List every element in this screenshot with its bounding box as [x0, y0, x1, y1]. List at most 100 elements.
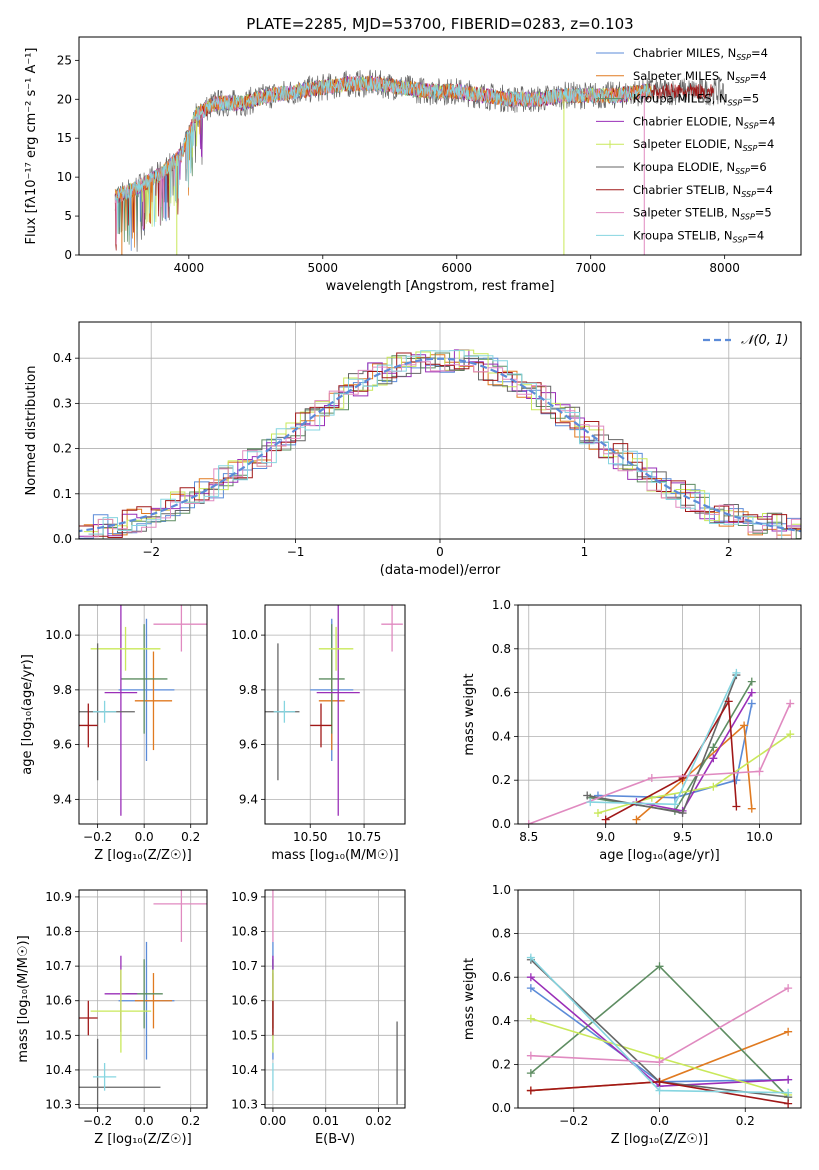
x-tick-label: 6000	[441, 261, 472, 275]
x-tick-label: 10.0	[746, 830, 773, 844]
x-tick-label: 0.2	[736, 1114, 755, 1128]
errorbar-point-6	[79, 703, 98, 748]
errorbar-point-8	[92, 700, 117, 723]
y-tick-label: 9.8	[239, 683, 258, 697]
weight-marker	[526, 1086, 535, 1095]
y-tick-label: 9.6	[53, 738, 72, 752]
y-axis-label: mass weight	[462, 673, 477, 755]
y-tick-label: 10.6	[45, 994, 72, 1008]
errorbar-point-2	[318, 624, 345, 734]
y-tick-label: 1.0	[492, 598, 511, 612]
y-tick-label: 0.4	[53, 351, 72, 365]
plot-area	[265, 605, 403, 816]
y-tick-label: 0.0	[492, 1101, 511, 1115]
weight-line-1	[635, 723, 753, 821]
errorbar-point-7	[381, 605, 403, 652]
plot-area	[79, 605, 207, 816]
errorbar-point-8	[273, 700, 296, 723]
y-tick-label: 0	[64, 248, 72, 262]
y-axis-label: mass [log₁₀(M/M☉)]	[16, 935, 31, 1062]
errorbar-point-1	[134, 651, 173, 751]
weight-marker	[784, 1075, 793, 1084]
x-axis-label: Z [log₁₀(Z/Z☉)]	[611, 1132, 708, 1147]
x-tick-label: 5000	[308, 261, 339, 275]
weight-marker	[655, 962, 664, 971]
y-tick-label: 0.6	[492, 970, 511, 984]
axes-frame	[78, 36, 802, 256]
panel-residuals: −2 −1 0 1 2 0.0 0.1 0.2 0.3 0.4 (data-model)/error…	[24, 321, 802, 578]
x-tick-label: −1	[287, 545, 305, 559]
errorbar-point-6	[79, 1000, 98, 1036]
weight-marker	[732, 668, 741, 677]
panel-mass_vs_Z: −0.2 0.0 0.2 10.3 10.4 10.5 10.6 10.7 10.8 10.9 Z …	[16, 889, 208, 1147]
weight-marker	[586, 798, 595, 807]
figure-title: PLATE=2285, MJD=53700, FIBERID=0283, z=0…	[246, 15, 633, 33]
weight-line-3	[636, 692, 753, 812]
panels-group: 4000 5000 6000 7000 80000510152025wavelength…	[16, 36, 802, 1147]
x-tick-label: 0.00	[260, 1114, 287, 1128]
weight-marker	[678, 809, 687, 818]
weight-marker	[526, 953, 535, 962]
y-tick-label: 5	[64, 209, 72, 223]
x-axis-label: mass [log₁₀(M/M☉)]	[271, 848, 398, 863]
x-tick-label: 8000	[709, 261, 740, 275]
x-tick-label: −2	[142, 545, 160, 559]
errorbar-point-7	[153, 605, 207, 652]
y-tick-label: 0.2	[492, 1057, 511, 1071]
x-tick-label: 0	[436, 545, 444, 559]
histogram-series-5	[88, 357, 801, 535]
histogram-series-8	[88, 350, 801, 539]
errorbar-point-3	[104, 605, 138, 816]
weight-marker	[526, 984, 535, 993]
y-tick-label: 10.7	[231, 959, 258, 973]
panel-mass_weight_vs_age: 8.5 9.0 9.5 10.0 0.0 0.2 0.4 0.6 0.8 1.0 age [log₁…	[462, 598, 802, 863]
x-tick-label: 0.0	[135, 1114, 154, 1128]
plot-area	[524, 668, 795, 824]
axes-frame	[78, 604, 208, 825]
weight-marker	[647, 774, 656, 783]
weight-marker	[740, 721, 749, 730]
y-tick-label: 10.4	[45, 1063, 72, 1077]
plot-area	[272, 890, 398, 1105]
weight-marker	[601, 815, 610, 824]
weight-marker	[747, 677, 756, 686]
weight-marker	[755, 767, 764, 776]
y-tick-label: 9.6	[239, 738, 258, 752]
y-tick-label: 0.6	[492, 686, 511, 700]
y-tick-label: 10.8	[45, 925, 72, 939]
legend-entry-label: Kroupa STELIB, NSSP=4	[633, 228, 764, 244]
legend-entry-label: Salpeter ELODIE, NSSP=4	[633, 137, 774, 153]
weight-marker	[526, 1014, 535, 1023]
y-tick-label: 9.8	[53, 683, 72, 697]
x-tick-label: 0.01	[312, 1114, 339, 1128]
y-tick-label: 10.9	[45, 890, 72, 904]
errorbar-point-5	[79, 1038, 161, 1108]
y-tick-label: 0.8	[492, 642, 511, 656]
axes-frame	[264, 604, 406, 825]
x-tick-label: 9.0	[596, 830, 615, 844]
x-axis-label: (data-model)/error	[380, 563, 501, 578]
errorbar-point-6	[310, 703, 332, 748]
y-tick-label: 9.4	[53, 792, 72, 806]
errorbar-point-4	[318, 626, 354, 671]
x-tick-label: 10.75	[347, 830, 381, 844]
y-tick-label: 10.9	[231, 890, 258, 904]
weight-marker	[784, 1027, 793, 1036]
weight-marker	[732, 802, 741, 811]
x-tick-label: 0.02	[365, 1114, 392, 1128]
y-axis-label: mass weight	[462, 958, 477, 1040]
weight-marker	[784, 1099, 793, 1108]
y-tick-label: 25	[57, 53, 72, 67]
errorbar-point-8	[92, 1063, 117, 1091]
weight-marker	[526, 1051, 535, 1060]
y-tick-label: 0.0	[492, 817, 511, 831]
panel-age_vs_mass: 10.50 10.75 9.4 9.6 9.8 10.0 mass [log₁₀(M/M☉)…	[231, 604, 406, 863]
weight-marker	[784, 1088, 793, 1097]
y-tick-label: 0.0	[53, 532, 72, 546]
spectrum-line-8	[114, 76, 652, 236]
y-axis-label: Normed distribution	[24, 366, 39, 496]
y-tick-label: 10.7	[45, 959, 72, 973]
weight-marker	[632, 815, 641, 824]
panel-spectrum: 4000 5000 6000 7000 8000 0 5 10 15 20 25 wavelength…	[24, 36, 802, 294]
errorbar-point-0	[118, 618, 175, 762]
